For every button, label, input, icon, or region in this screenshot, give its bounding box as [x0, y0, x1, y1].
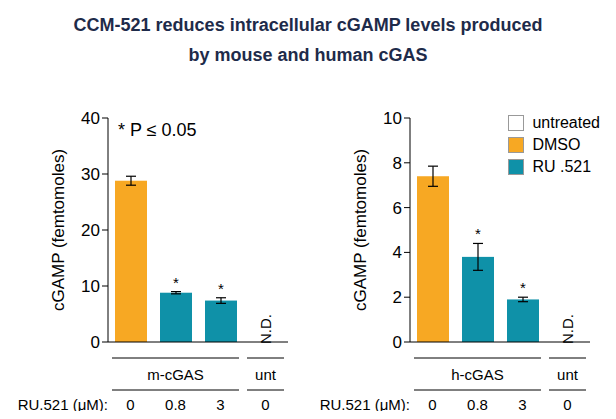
svg-text:h-cGAS: h-cGAS [451, 366, 504, 383]
html-text:CCM-521 reduces intracellular: CCM-521 reduces intracellular cGAMP leve… [73, 15, 543, 65]
svg-text:0: 0 [126, 396, 134, 412]
svg-text:4: 4 [393, 243, 402, 262]
svg-text:2: 2 [393, 288, 402, 307]
svg-text:0.8: 0.8 [467, 396, 488, 412]
svg-text:N.D.: N.D. [559, 314, 576, 344]
svg-text:3: 3 [518, 396, 526, 412]
svg-text:20: 20 [81, 221, 100, 240]
svg-text:10: 10 [81, 277, 100, 296]
svg-text:0: 0 [428, 396, 436, 412]
svg-text:30: 30 [81, 165, 100, 184]
svg-text:0: 0 [91, 333, 100, 352]
svg-text:RU.521 (μM):: RU.521 (μM): [18, 396, 108, 412]
svg-text:0: 0 [563, 396, 571, 412]
svg-text:N.D.: N.D. [257, 314, 274, 344]
svg-text:40: 40 [81, 109, 100, 128]
svg-text:*: * [173, 274, 179, 291]
html-text:RU .521: RU .521 [532, 158, 592, 175]
svg-text:RU.521 (μM):: RU.521 (μM): [320, 396, 410, 412]
svg-text:3: 3 [216, 396, 224, 412]
svg-text:6: 6 [393, 199, 402, 218]
svg-text:0.8: 0.8 [165, 396, 186, 412]
svg-text:unt: unt [557, 366, 579, 383]
svg-text:*: * [218, 280, 224, 297]
html-text:untreated: untreated [532, 114, 600, 131]
svg-text:0: 0 [261, 396, 269, 412]
svg-text:cGAMP (femtomoles): cGAMP (femtomoles) [351, 149, 370, 311]
svg-text:10: 10 [383, 109, 402, 128]
html-text:DMSO: DMSO [532, 136, 581, 153]
svg-text:*: * [520, 279, 526, 296]
svg-text:0: 0 [393, 333, 402, 352]
svg-text:cGAMP (femtomoles): cGAMP (femtomoles) [49, 149, 68, 311]
svg-text:unt: unt [255, 366, 277, 383]
svg-text:*: * [475, 225, 481, 242]
html-text:* P ≤ 0.05: * P ≤ 0.05 [118, 120, 197, 140]
svg-text:8: 8 [393, 154, 402, 173]
svg-text:m-cGAS: m-cGAS [147, 366, 204, 383]
